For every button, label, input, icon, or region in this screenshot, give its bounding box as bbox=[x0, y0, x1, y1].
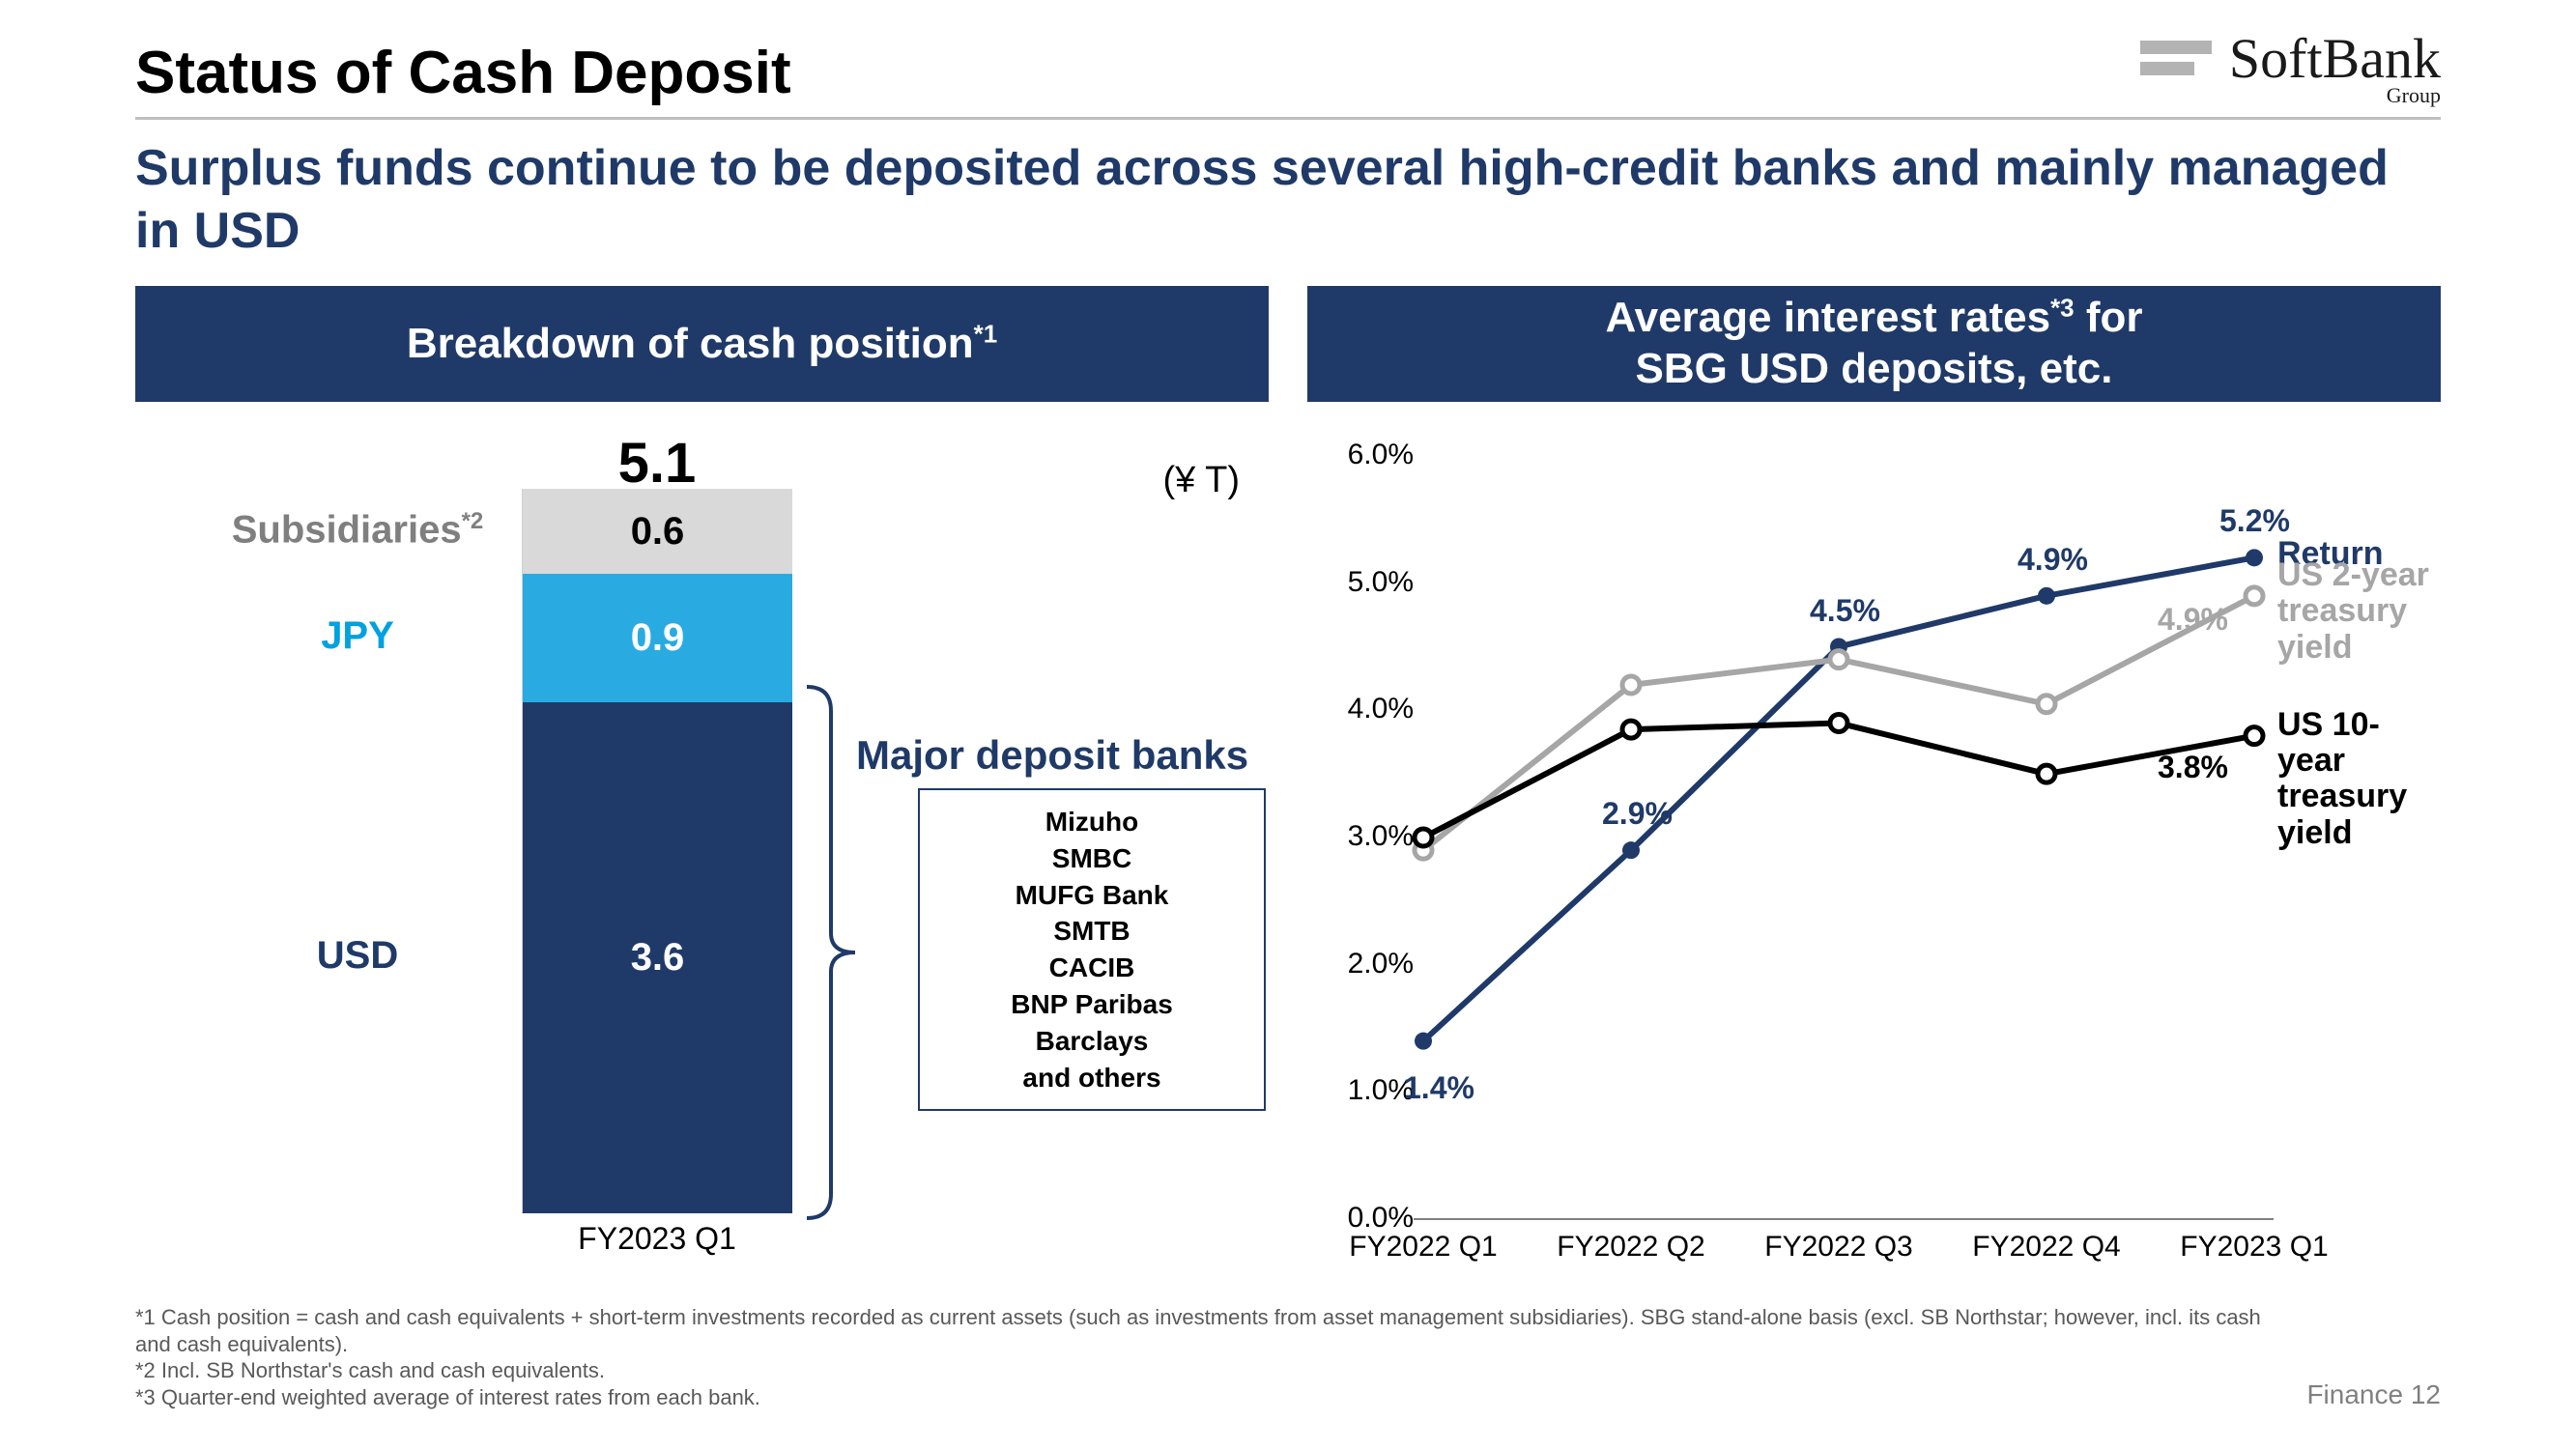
y-axis-tick: 5.0% bbox=[1317, 566, 1414, 599]
y-axis-tick: 0.0% bbox=[1317, 1202, 1414, 1235]
x-axis-tick: FY2022 Q4 bbox=[1960, 1231, 2133, 1264]
bracket-icon bbox=[802, 682, 860, 1223]
bar-category-label: Subsidiaries*2 bbox=[213, 508, 502, 552]
footnotes: *1 Cash position = cash and cash equival… bbox=[135, 1304, 2261, 1410]
data-point-label: 3.8% bbox=[2158, 750, 2228, 785]
line-chart: 0.0% 1.0% 2.0% 3.0% 4.0% 5.0% 6.0% FY2022 Q1 FY2… bbox=[1307, 417, 2441, 1287]
data-point-label: 4.9% bbox=[2158, 602, 2228, 638]
y-axis-tick: 1.0% bbox=[1317, 1074, 1414, 1107]
y-axis-tick: 4.0% bbox=[1317, 693, 1414, 725]
banks-title: Major deposit banks bbox=[856, 732, 1248, 779]
page-title: Status of Cash Deposit bbox=[135, 39, 2441, 107]
bar-category-label: JPY bbox=[213, 614, 502, 658]
bar-x-axis-label: FY2023 Q1 bbox=[522, 1221, 792, 1257]
bar-total-value: 5.1 bbox=[522, 431, 792, 496]
banks-list: MizuhoSMBCMUFG BankSMTBCACIBBNP ParibasB… bbox=[918, 788, 1266, 1111]
logo-text: SoftBank bbox=[2229, 31, 2441, 87]
left-panel-header: Breakdown of cash position*1 bbox=[135, 286, 1269, 402]
right-panel: Average interest rates*3 forSBG USD depo… bbox=[1307, 286, 2441, 1287]
data-point-label: 2.9% bbox=[1602, 796, 1673, 832]
x-axis-tick: FY2022 Q3 bbox=[1752, 1231, 1926, 1264]
data-point-label: 5.2% bbox=[2219, 503, 2290, 539]
data-point-label: 4.5% bbox=[1810, 593, 1880, 629]
bar-chart: 5.1 (¥ T) 0.60.93.6 Subsidiaries*2 JPY USD… bbox=[135, 421, 1269, 1252]
data-point-label: 1.4% bbox=[1404, 1070, 1474, 1106]
x-axis-tick: FY2023 Q1 bbox=[2167, 1231, 2341, 1264]
bar-segment: 0.9 bbox=[523, 574, 792, 701]
x-axis-tick: FY2022 Q2 bbox=[1544, 1231, 1718, 1264]
logo-bars-icon bbox=[2140, 41, 2212, 75]
title-divider bbox=[135, 117, 2441, 120]
page-number: Finance 12 bbox=[2306, 1379, 2441, 1410]
right-panel-header: Average interest rates*3 forSBG USD depo… bbox=[1307, 286, 2441, 402]
y-axis-tick: 3.0% bbox=[1317, 820, 1414, 853]
bar-segment: 0.6 bbox=[523, 489, 792, 574]
series-label: US 10-yeartreasuryyield bbox=[2277, 707, 2441, 852]
y-axis-tick: 2.0% bbox=[1317, 948, 1414, 980]
left-panel: Breakdown of cash position*1 5.1 (¥ T) 0… bbox=[135, 286, 1269, 1287]
x-axis-tick: FY2022 Q1 bbox=[1336, 1231, 1510, 1264]
data-point-label: 4.9% bbox=[2018, 542, 2088, 578]
series-label: US 2-yeartreasuryyield bbox=[2277, 557, 2429, 666]
bar-segment: 3.6 bbox=[523, 702, 792, 1213]
bar-unit-label: (¥ T) bbox=[1162, 460, 1240, 501]
y-axis-tick: 6.0% bbox=[1317, 439, 1414, 471]
page-subtitle: Surplus funds continue to be deposited a… bbox=[135, 137, 2441, 263]
bar-category-label: USD bbox=[213, 934, 502, 978]
softbank-logo: SoftBank Group bbox=[2140, 31, 2441, 108]
